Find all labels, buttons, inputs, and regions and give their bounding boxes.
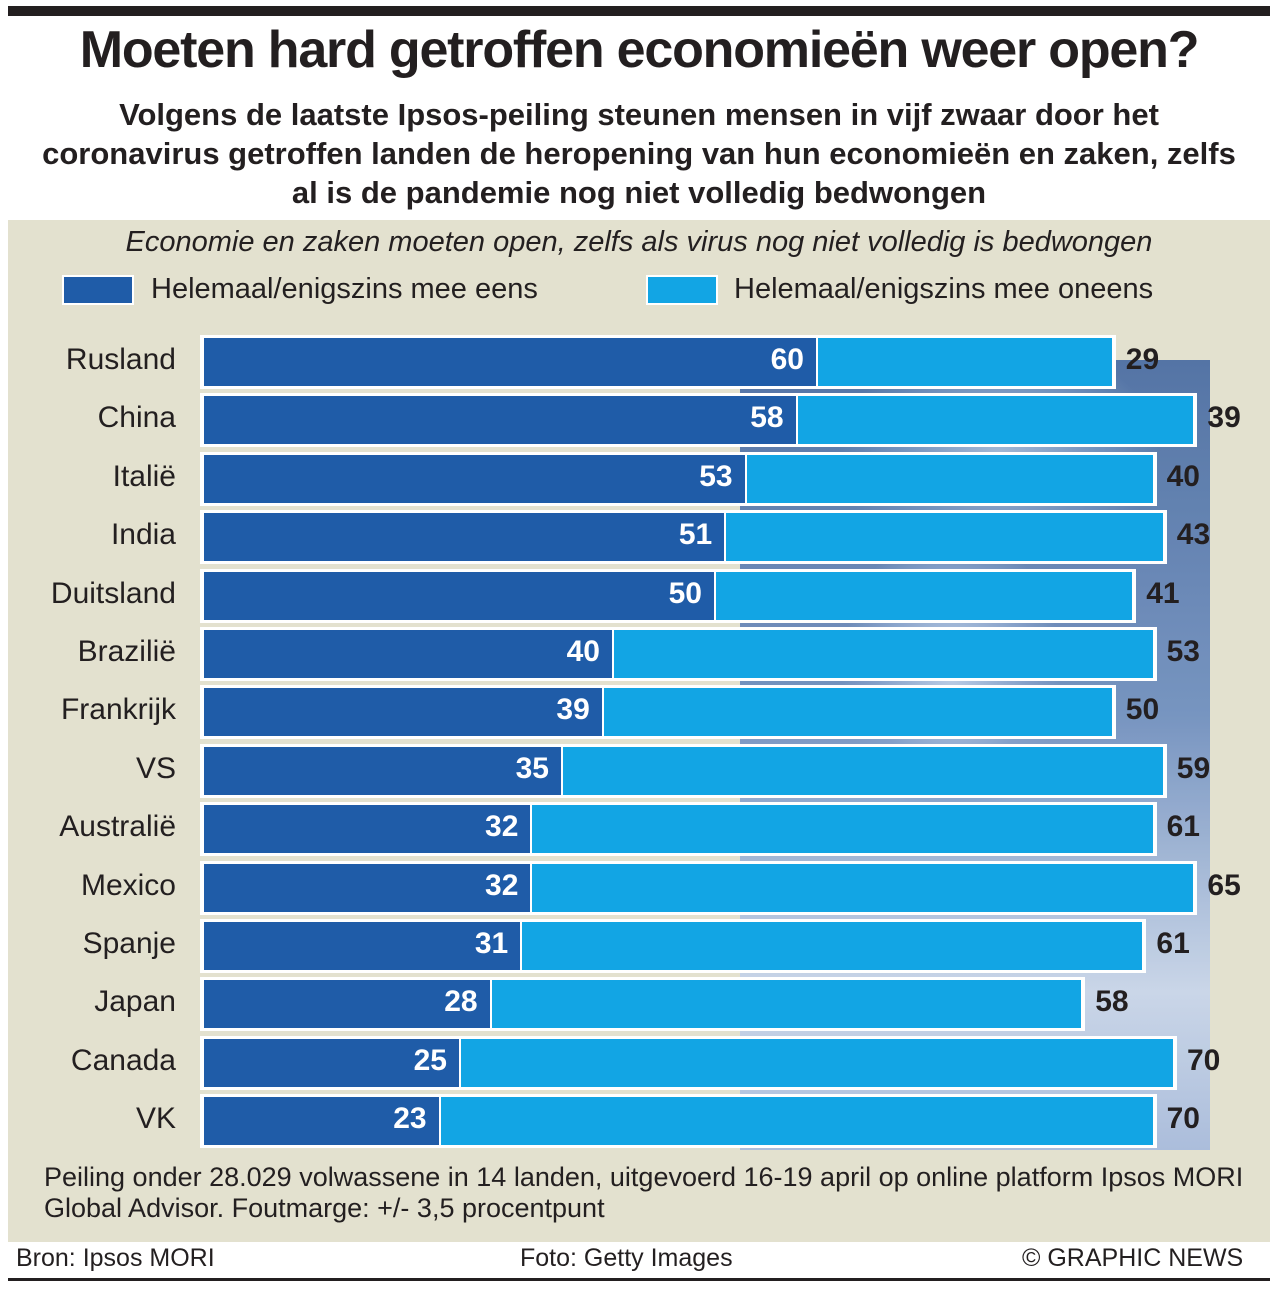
legend-label-disagree: Helemaal/enigszins mee oneens — [734, 273, 1154, 305]
country-label: Canada — [70, 1043, 176, 1077]
value-label-disagree: 61 — [1166, 810, 1200, 844]
country-label: India — [110, 518, 176, 552]
bar-disagree — [797, 396, 1194, 445]
value-label-disagree: 43 — [1176, 518, 1211, 552]
value-label-disagree: 70 — [1166, 1102, 1200, 1136]
country-label: Japan — [94, 985, 176, 1019]
value-label-agree: 53 — [699, 459, 733, 493]
value-label-agree: 60 — [770, 343, 804, 376]
value-label-disagree: 29 — [1125, 343, 1160, 376]
value-label-disagree: 40 — [1166, 459, 1200, 493]
bar-disagree — [532, 863, 1194, 912]
country-label: Spanje — [82, 927, 176, 960]
bar-agree — [204, 571, 714, 620]
value-label-agree: 23 — [393, 1102, 427, 1136]
bar-agree — [204, 922, 521, 970]
value-label-agree: 50 — [668, 576, 702, 610]
bottom-rule — [8, 1278, 1270, 1281]
value-label-agree: 35 — [515, 751, 549, 785]
country-label: Brazilië — [77, 635, 176, 668]
bar-agree — [204, 513, 725, 562]
country-label: Frankrijk — [60, 693, 176, 727]
bar-disagree — [614, 630, 1153, 678]
survey-note: Peiling onder 28.029 volwassene in 14 la… — [44, 1162, 1244, 1223]
country-label: Mexico — [80, 868, 176, 902]
bar-disagree — [522, 922, 1143, 970]
country-label: Australië — [59, 810, 176, 844]
bar-disagree — [716, 571, 1133, 620]
value-label-disagree: 41 — [1146, 576, 1180, 610]
bar-disagree — [461, 1038, 1173, 1087]
value-label-agree: 40 — [566, 635, 600, 668]
bar-disagree — [440, 1097, 1153, 1146]
page-subtitle: Volgens de laatste Ipsos-peiling steunen… — [42, 97, 1236, 210]
value-label-agree: 51 — [678, 518, 713, 552]
legend-swatch-disagree — [646, 275, 718, 305]
value-label-disagree: 50 — [1125, 693, 1160, 727]
value-label-agree: 32 — [485, 868, 519, 902]
bar-agree — [204, 454, 745, 503]
bar-agree — [204, 805, 531, 854]
bar-disagree — [532, 805, 1153, 854]
graphic-news-credit: © GRAPHIC NEWS — [1022, 1244, 1244, 1272]
bar-disagree — [491, 980, 1082, 1029]
legend-swatch-agree — [62, 275, 134, 305]
bar-agree — [204, 863, 531, 912]
bar-disagree — [726, 513, 1163, 562]
value-label-agree: 31 — [474, 927, 509, 960]
bar-disagree — [746, 454, 1153, 503]
value-label-disagree: 65 — [1207, 868, 1241, 902]
country-label: Rusland — [65, 343, 176, 376]
value-label-disagree: 53 — [1166, 635, 1200, 668]
bar-agree — [204, 396, 796, 445]
page-title: Moeten hard getroffen economieën weer op… — [79, 21, 1200, 79]
value-label-agree: 25 — [413, 1043, 447, 1077]
bar-agree — [204, 338, 816, 386]
bar-disagree — [563, 746, 1163, 795]
country-label: VK — [135, 1102, 176, 1136]
country-label: Duitsland — [50, 576, 176, 610]
country-label: VS — [135, 751, 176, 785]
bar-agree — [204, 630, 612, 678]
value-label-agree: 58 — [750, 401, 784, 435]
value-label-disagree: 39 — [1207, 401, 1241, 435]
value-label-agree: 32 — [485, 810, 519, 844]
bar-agree — [204, 746, 561, 795]
value-label-agree: 39 — [556, 693, 590, 727]
bar-agree — [204, 980, 490, 1029]
country-label: Italië — [112, 459, 176, 493]
value-label-disagree: 70 — [1187, 1043, 1221, 1077]
country-label: China — [97, 401, 176, 435]
value-label-disagree: 59 — [1176, 751, 1211, 785]
bar-disagree — [603, 688, 1112, 737]
top-rule — [8, 6, 1270, 16]
source-credit: Bron: Ipsos MORI — [16, 1244, 215, 1272]
chart-title: Economie en zaken moeten open, zelfs als… — [125, 226, 1153, 258]
legend-label-agree: Helemaal/enigszins mee eens — [151, 273, 538, 305]
bar-agree — [204, 688, 602, 737]
bar-disagree — [818, 338, 1112, 386]
bar-agree — [204, 1097, 439, 1146]
value-label-disagree: 61 — [1156, 927, 1190, 960]
bar-agree — [204, 1038, 459, 1087]
value-label-agree: 28 — [444, 985, 478, 1019]
photo-credit: Foto: Getty Images — [520, 1244, 733, 1272]
value-label-disagree: 58 — [1095, 985, 1129, 1019]
